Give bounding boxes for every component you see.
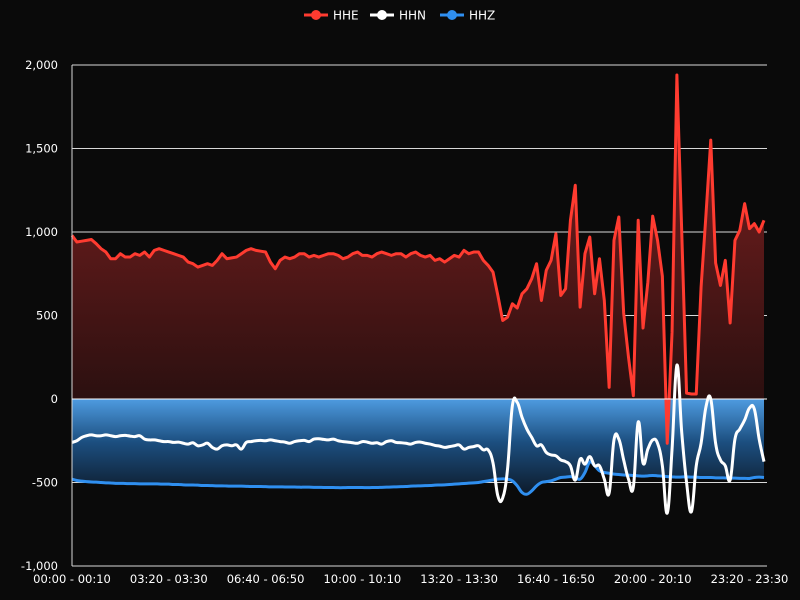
legend-item-hhz[interactable]: HHZ bbox=[440, 9, 495, 23]
series-lines bbox=[70, 73, 766, 515]
y-tick-label: -500 bbox=[32, 476, 58, 490]
line-hhn bbox=[71, 363, 766, 515]
line-hhz bbox=[71, 460, 765, 496]
legend-item-hhn[interactable]: HHN bbox=[370, 9, 426, 23]
y-tick-label: 500 bbox=[36, 309, 58, 323]
x-tick-label: 13:20 - 13:30 bbox=[420, 572, 498, 586]
legend-label: HHE bbox=[333, 9, 359, 23]
legend-label: HHN bbox=[399, 9, 426, 23]
x-tick-label: 16:40 - 16:50 bbox=[517, 572, 595, 586]
legend-circle-icon bbox=[447, 10, 457, 20]
series-areas bbox=[72, 75, 764, 495]
x-tick-label: 23:20 - 23:30 bbox=[711, 572, 789, 586]
line-hhe bbox=[70, 73, 766, 445]
legend-item-hhe[interactable]: HHE bbox=[304, 9, 359, 23]
area-hhe bbox=[72, 75, 764, 444]
legend-label: HHZ bbox=[469, 9, 495, 23]
axes: -1,000 -500 0 500 1,000 1,500 2,000 00:00 - 00:… bbox=[21, 58, 788, 586]
y-tick-label: -1,000 bbox=[21, 559, 58, 573]
legend-circle-icon bbox=[377, 10, 387, 20]
x-tick-label: 00:00 - 00:10 bbox=[33, 572, 111, 586]
legend: HHE HHN HHZ bbox=[304, 9, 495, 23]
x-tick-label: 20:00 - 20:10 bbox=[614, 572, 692, 586]
x-tick-label: 06:40 - 06:50 bbox=[227, 572, 305, 586]
y-tick-label: 0 bbox=[51, 392, 58, 406]
x-tick-label: 03:20 - 03:30 bbox=[130, 572, 208, 586]
x-tick-label: 10:00 - 10:10 bbox=[323, 572, 401, 586]
legend-circle-icon bbox=[311, 10, 321, 20]
area-hhz bbox=[72, 399, 764, 495]
y-tick-label: 2,000 bbox=[25, 58, 58, 72]
y-tick-label: 1,500 bbox=[25, 142, 58, 156]
y-tick-label: 1,000 bbox=[25, 225, 58, 239]
